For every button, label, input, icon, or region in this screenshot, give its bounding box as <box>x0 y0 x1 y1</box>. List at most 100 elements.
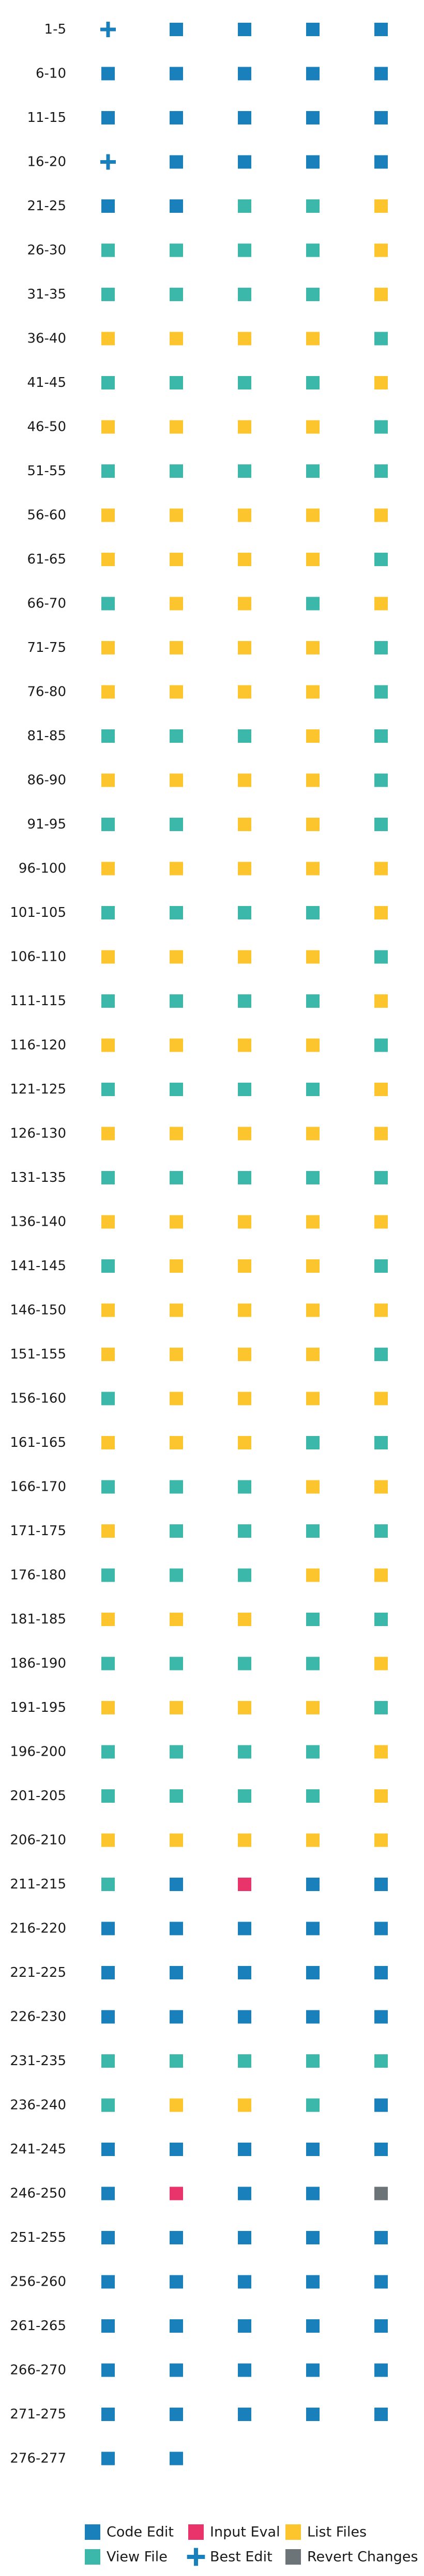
cell-code-edit-49-1 <box>101 2143 115 2156</box>
cell-list-files-26-2 <box>170 1127 183 1141</box>
cell-view-file-21-1 <box>101 906 115 919</box>
cell-code-edit-44-2 <box>170 1922 183 1935</box>
cell-view-file-48-4 <box>306 2098 320 2112</box>
row-label: 6-10 <box>36 66 66 82</box>
cell-view-file-7-2 <box>170 288 183 301</box>
cell-list-files-15-3 <box>238 641 251 654</box>
cell-code-edit-44-3 <box>238 1922 251 1935</box>
row-label: 231-235 <box>10 2053 66 2069</box>
cell-code-edit-43-5 <box>374 1878 388 1891</box>
cell-view-file-5-4 <box>306 199 320 213</box>
cell-code-edit-46-4 <box>306 2010 320 2024</box>
rows-group: 1-5 6-10 11-15 16-20 21-25 26-30 31-35 36-40 41-… <box>10 22 388 2466</box>
row-label: 221-225 <box>10 1965 66 1980</box>
cell-list-files-33-3 <box>238 1436 251 1449</box>
cell-list-files-31-2 <box>170 1348 183 1361</box>
legend-marker-best-edit <box>187 2548 205 2566</box>
cell-list-files-14-3 <box>238 597 251 611</box>
cell-list-files-26-4 <box>306 1127 320 1141</box>
cell-view-file-41-3 <box>238 1789 251 1803</box>
cell-view-file-6-4 <box>306 243 320 257</box>
row-label: 16-20 <box>27 154 66 170</box>
row-label: 41-45 <box>27 375 66 391</box>
cell-view-file-25-3 <box>238 1083 251 1096</box>
cell-list-files-32-4 <box>306 1392 320 1406</box>
cell-view-file-11-1 <box>101 464 115 478</box>
cell-view-file-27-4 <box>306 1171 320 1184</box>
cell-view-file-25-2 <box>170 1083 183 1096</box>
cell-list-files-22-1 <box>101 950 115 964</box>
row-label: 81-85 <box>27 728 66 744</box>
row-label: 31-35 <box>27 287 66 302</box>
cell-view-file-9-1 <box>101 376 115 389</box>
cell-list-files-17-4 <box>306 729 320 743</box>
cell-view-file-34-2 <box>170 1480 183 1494</box>
cell-list-files-28-2 <box>170 1215 183 1229</box>
cell-view-file-7-1 <box>101 288 115 301</box>
cell-view-file-47-1 <box>101 2054 115 2068</box>
cell-list-files-36-4 <box>306 1568 320 1582</box>
cell-list-files-15-1 <box>101 641 115 654</box>
cell-view-file-35-5 <box>374 1524 388 1538</box>
row-label: 76-80 <box>27 684 66 700</box>
cell-best-edit-1-1 <box>100 22 116 37</box>
cell-code-edit-55-1 <box>101 2408 115 2421</box>
cell-list-files-24-2 <box>170 1038 183 1052</box>
cell-list-files-8-1 <box>101 332 115 346</box>
cell-list-files-20-3 <box>238 862 251 876</box>
cell-code-edit-43-2 <box>170 1878 183 1891</box>
cell-code-edit-2-4 <box>306 67 320 81</box>
row-label: 86-90 <box>27 773 66 788</box>
cell-view-file-41-1 <box>101 1789 115 1803</box>
cell-list-files-9-5 <box>374 376 388 389</box>
row-label: 251-255 <box>10 2230 66 2245</box>
cell-list-files-18-3 <box>238 773 251 787</box>
row-label: 96-100 <box>19 861 66 877</box>
cell-view-file-47-4 <box>306 2054 320 2068</box>
row-label: 161-165 <box>10 1435 66 1450</box>
cell-list-files-26-3 <box>238 1127 251 1141</box>
cell-view-file-17-3 <box>238 729 251 743</box>
row-label: 201-205 <box>10 1788 66 1804</box>
cell-code-edit-3-4 <box>306 111 320 124</box>
row-label: 256-260 <box>10 2274 66 2290</box>
row-label: 176-180 <box>10 1568 66 1583</box>
cell-code-edit-51-3 <box>238 2231 251 2244</box>
cell-list-files-25-5 <box>374 1083 388 1096</box>
cell-view-file-34-1 <box>101 1480 115 1494</box>
row-label: 21-25 <box>27 198 66 214</box>
cell-view-file-29-1 <box>101 1259 115 1273</box>
row-label: 11-15 <box>27 110 66 126</box>
cell-view-file-35-2 <box>170 1524 183 1538</box>
cell-list-files-15-2 <box>170 641 183 654</box>
cell-code-edit-52-1 <box>101 2275 115 2289</box>
row-label: 246-250 <box>10 2186 66 2202</box>
cell-list-files-24-4 <box>306 1038 320 1052</box>
row-label: 66-70 <box>27 596 66 612</box>
cell-code-edit-54-5 <box>374 2363 388 2377</box>
cell-list-files-30-5 <box>374 1303 388 1317</box>
row-label: 36-40 <box>27 331 66 347</box>
cell-list-files-22-2 <box>170 950 183 964</box>
cell-view-file-11-2 <box>170 464 183 478</box>
cell-view-file-6-2 <box>170 243 183 257</box>
legend-marker-code-edit <box>85 2524 100 2540</box>
cell-list-files-33-1 <box>101 1436 115 1449</box>
cell-code-edit-2-3 <box>238 67 251 81</box>
cell-code-edit-50-1 <box>101 2187 115 2200</box>
cell-code-edit-3-2 <box>170 111 183 124</box>
cell-view-file-11-4 <box>306 464 320 478</box>
cell-list-files-39-3 <box>238 1701 251 1714</box>
row-label: 136-140 <box>10 1214 66 1230</box>
cell-list-files-42-1 <box>101 1833 115 1847</box>
cell-list-files-31-1 <box>101 1348 115 1361</box>
cell-code-edit-49-2 <box>170 2143 183 2156</box>
cell-input-eval-50-2 <box>170 2187 183 2200</box>
cell-view-file-47-2 <box>170 2054 183 2068</box>
cell-code-edit-51-4 <box>306 2231 320 2244</box>
cell-view-file-37-4 <box>306 1613 320 1626</box>
row-label: 126-130 <box>10 1126 66 1142</box>
cell-list-files-34-5 <box>374 1480 388 1494</box>
cell-list-files-12-2 <box>170 508 183 522</box>
row-label: 181-185 <box>10 1612 66 1627</box>
